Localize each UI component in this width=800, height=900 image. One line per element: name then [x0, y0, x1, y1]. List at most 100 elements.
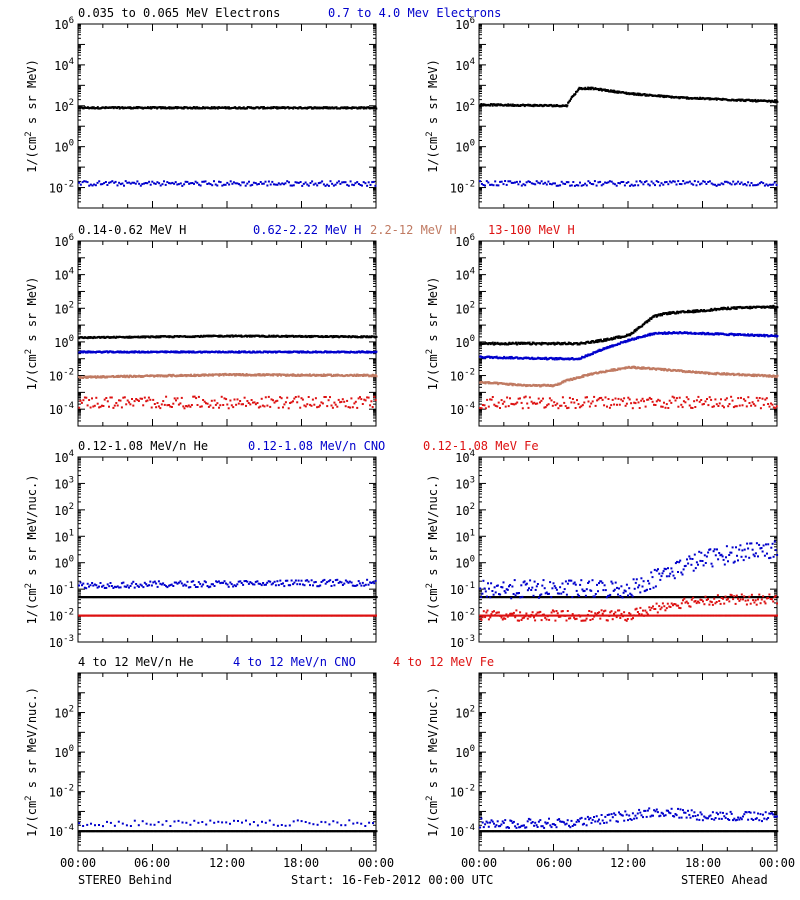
data-point — [159, 407, 162, 410]
data-point — [283, 183, 285, 186]
data-point — [270, 398, 273, 401]
data-point — [364, 182, 367, 185]
y-tick-label: 104 — [455, 267, 475, 283]
series-points — [479, 304, 779, 346]
data-point — [238, 106, 241, 109]
data-point — [371, 406, 374, 408]
data-point — [695, 310, 698, 313]
data-point — [139, 184, 142, 187]
data-point — [675, 183, 678, 186]
data-point — [626, 340, 629, 343]
series-points — [78, 372, 378, 379]
data-point — [117, 374, 120, 377]
data-point — [708, 180, 711, 183]
data-point — [747, 307, 750, 310]
y-tick-label: 102 — [455, 98, 475, 114]
data-point — [141, 397, 143, 400]
data-point — [361, 184, 363, 187]
data-point — [495, 184, 498, 187]
data-point — [249, 184, 252, 187]
data-point — [156, 107, 159, 110]
data-point — [580, 357, 583, 360]
data-point — [261, 404, 264, 407]
data-point — [276, 183, 279, 186]
data-point — [667, 183, 670, 186]
data-point — [741, 374, 743, 377]
data-point — [109, 181, 112, 184]
data-point — [362, 181, 365, 184]
data-point — [737, 372, 740, 375]
data-point — [602, 183, 605, 186]
data-point — [641, 325, 644, 328]
data-point — [316, 406, 319, 409]
data-point — [538, 384, 541, 387]
data-point — [633, 365, 636, 368]
data-point — [202, 373, 205, 376]
data-point — [329, 180, 332, 183]
data-point — [257, 406, 260, 409]
data-point — [258, 374, 261, 377]
data-point — [673, 180, 676, 183]
data-point — [172, 402, 175, 405]
data-point — [645, 320, 648, 323]
data-point — [768, 306, 771, 309]
data-point — [342, 181, 345, 184]
series-points — [479, 180, 778, 187]
data-point — [485, 180, 488, 183]
data-point — [346, 106, 349, 109]
data-point — [287, 106, 290, 109]
data-point — [665, 181, 668, 183]
y-tick-label: 10-4 — [450, 401, 475, 417]
data-point — [224, 372, 227, 375]
data-point — [640, 181, 643, 184]
data-point — [372, 181, 375, 183]
data-point — [632, 184, 635, 187]
data-point — [734, 307, 737, 310]
data-point — [203, 400, 206, 403]
data-point — [725, 373, 728, 376]
data-point — [371, 181, 374, 184]
data-point — [94, 375, 97, 378]
data-point — [592, 183, 595, 186]
data-point — [128, 401, 131, 404]
data-point — [630, 338, 633, 341]
data-point — [619, 182, 621, 185]
data-point — [242, 403, 244, 406]
data-point — [491, 341, 494, 344]
y-tick-label: 10-2 — [49, 368, 74, 384]
data-point — [564, 183, 567, 185]
data-point — [528, 181, 531, 183]
data-point — [653, 315, 656, 318]
data-point — [597, 339, 600, 342]
data-point — [607, 181, 610, 184]
data-point — [561, 343, 564, 346]
data-point — [692, 311, 695, 314]
data-point — [106, 184, 109, 186]
data-point — [326, 183, 329, 186]
data-point — [78, 107, 81, 110]
data-point — [110, 396, 113, 399]
data-point — [767, 184, 769, 187]
data-point — [196, 404, 199, 406]
data-point — [727, 306, 729, 309]
data-point — [705, 333, 708, 336]
data-point — [633, 93, 636, 96]
data-point — [586, 354, 589, 357]
data-point — [632, 331, 635, 334]
data-point — [105, 397, 108, 399]
y-tick-label: 100 — [455, 334, 475, 350]
data-point — [365, 336, 368, 339]
data-point — [699, 332, 702, 334]
data-point — [227, 407, 230, 410]
data-point — [687, 309, 690, 312]
data-point — [749, 307, 752, 310]
data-point — [129, 106, 132, 109]
data-point — [531, 343, 534, 345]
data-point — [519, 343, 522, 345]
data-point — [180, 396, 183, 399]
data-point — [103, 182, 106, 185]
data-point — [347, 336, 350, 339]
data-point — [694, 371, 697, 374]
data-point — [581, 374, 584, 377]
data-point — [703, 180, 706, 183]
